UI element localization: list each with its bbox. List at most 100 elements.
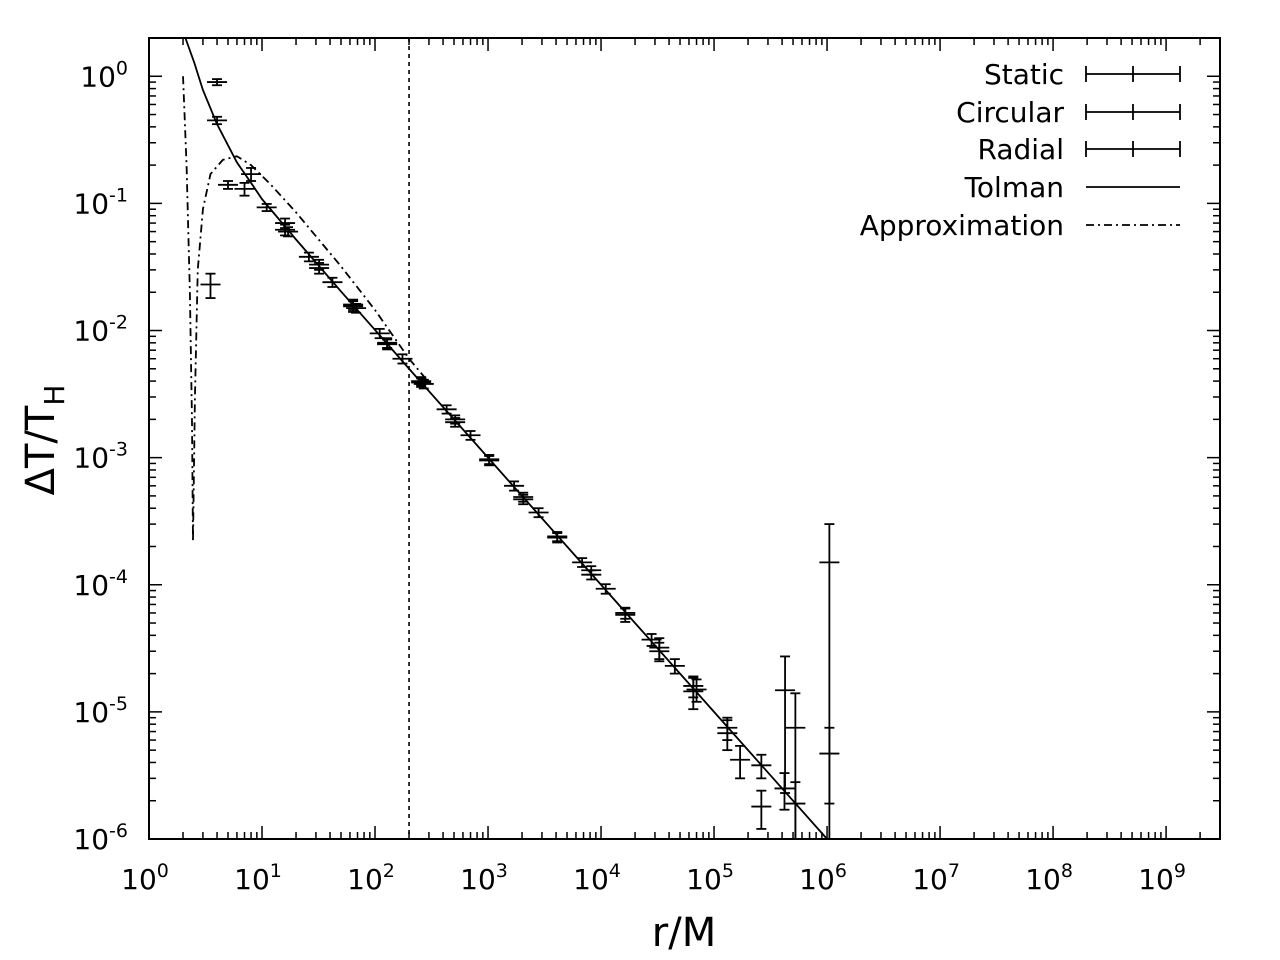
series-radial-points	[217, 180, 795, 811]
legend-swatch-circular	[1085, 104, 1181, 120]
data-point-static-19	[819, 523, 840, 839]
y-tick-label-exp: -2	[109, 312, 128, 334]
x-tick-label-exp: 7	[948, 860, 960, 882]
data-point-radial-17	[686, 678, 707, 703]
data-point-circular-8	[479, 454, 500, 465]
data-point-radial-1	[256, 203, 277, 212]
legend-label-circular: Circular	[956, 96, 1064, 129]
data-point-circular-13	[649, 637, 670, 661]
data-point-radial-7	[392, 353, 413, 365]
x-tick-label-base: 10	[347, 863, 383, 896]
y-tick-label-exp: -6	[109, 820, 128, 842]
x-tick-label-1: 101	[234, 860, 282, 896]
x-axis-title: r/M	[652, 910, 716, 956]
x-tick-label-7: 107	[912, 860, 960, 896]
legend-label-radial: Radial	[978, 133, 1065, 166]
data-point-circular-15	[717, 719, 738, 752]
x-tick-label-base: 10	[573, 863, 609, 896]
data-point-circular-19	[819, 726, 840, 805]
y-tick-label-1: 10-1	[73, 184, 128, 220]
x-tick-label-exp: 8	[1061, 860, 1073, 882]
data-point-static-2	[241, 167, 262, 182]
data-point-circular-0	[200, 272, 221, 299]
data-point-radial-5	[346, 302, 367, 314]
x-tick-label-base: 10	[121, 863, 157, 896]
data-point-circular-17	[775, 655, 796, 794]
data-point-circular-14	[683, 677, 704, 711]
x-tick-label-exp: 5	[722, 860, 734, 882]
legend-label-static: Static	[984, 58, 1064, 91]
data-point-radial-4	[322, 276, 343, 288]
data-point-radial-0	[217, 180, 238, 190]
series-static-points	[207, 78, 840, 839]
x-tick-label-base: 10	[234, 863, 270, 896]
data-point-static-0	[207, 78, 228, 87]
x-tick-label-exp: 2	[383, 860, 395, 882]
series-tolman-line	[184, 38, 828, 839]
legend: Static Circular Radial Tolman Approximation	[860, 58, 1181, 242]
x-tick-label-base: 10	[1025, 863, 1061, 896]
data-point-radial-2	[278, 226, 299, 238]
y-tick-label-exp: -3	[109, 439, 128, 461]
y-tick-marks	[149, 37, 1220, 840]
y-tick-label-base: 10	[73, 823, 109, 856]
x-tick-label-base: 10	[799, 863, 835, 896]
legend-swatch-static	[1085, 66, 1181, 82]
data-point-radial-14	[595, 583, 616, 595]
data-point-circular-16	[751, 753, 772, 780]
data-point-radial-12	[528, 507, 549, 519]
x-tick-label-3: 103	[460, 860, 508, 896]
y-tick-label-3: 10-3	[73, 439, 128, 475]
y-tick-label-base: 10	[73, 569, 109, 602]
y-tick-label-5: 10-5	[73, 693, 128, 729]
data-point-static-17	[751, 789, 772, 830]
x-tick-label-9: 109	[1138, 860, 1186, 896]
y-tick-label-0: 100	[80, 57, 128, 93]
data-point-circular-1	[234, 181, 255, 197]
x-tick-label-exp: 9	[1174, 860, 1186, 882]
data-point-radial-6	[369, 327, 390, 340]
y-tick-label-base: 10	[73, 442, 109, 475]
y-tick-label-exp: -4	[109, 566, 128, 588]
x-tick-label-2: 102	[347, 860, 395, 896]
y-tick-label-exp: -5	[109, 693, 128, 715]
x-tick-label-exp: 3	[496, 860, 508, 882]
plot-frame	[148, 37, 1221, 840]
data-point-circular-7	[445, 417, 466, 428]
y-tick-label-exp: -1	[109, 184, 128, 206]
data-point-circular-10	[547, 532, 568, 544]
x-tick-label-exp: 4	[609, 860, 621, 882]
x-tick-label-4: 104	[573, 860, 621, 896]
plot-inner	[182, 38, 840, 839]
y-tick-label-base: 10	[73, 187, 109, 220]
data-point-circular-4	[343, 300, 364, 313]
data-point-radial-11	[504, 480, 525, 492]
x-tick-label-0: 100	[121, 860, 169, 896]
plot-area	[182, 38, 840, 839]
data-point-radial-18	[730, 744, 751, 780]
y-tick-label-base: 10	[80, 60, 116, 93]
data-point-radial-8	[413, 378, 434, 390]
data-point-static-1	[207, 115, 228, 126]
legend-label-approximation: Approximation	[860, 209, 1064, 242]
y-axis-title-sub: H	[38, 385, 71, 406]
y-axis-title-main: ΔT/T	[18, 405, 64, 495]
data-point-radial-9	[436, 404, 457, 415]
data-point-radial-19	[774, 772, 795, 811]
data-point-circular-18	[785, 781, 806, 839]
data-point-circular-12	[615, 607, 636, 623]
legend-label-tolman: Tolman	[964, 171, 1064, 204]
x-tick-label-8: 108	[1025, 860, 1073, 896]
y-tick-label-base: 10	[73, 315, 109, 348]
x-tick-label-base: 10	[912, 863, 948, 896]
y-tick-label-exp: 0	[116, 57, 128, 79]
data-point-circular-11	[581, 565, 602, 576]
data-point-circular-3	[309, 262, 330, 275]
y-axis-title: ΔT/TH	[18, 385, 71, 496]
x-tick-marks	[148, 38, 1221, 839]
y-tick-label-base: 10	[73, 696, 109, 729]
x-tick-label-5: 105	[686, 860, 734, 896]
x-tick-label-base: 10	[686, 863, 722, 896]
data-point-radial-16	[664, 658, 685, 675]
